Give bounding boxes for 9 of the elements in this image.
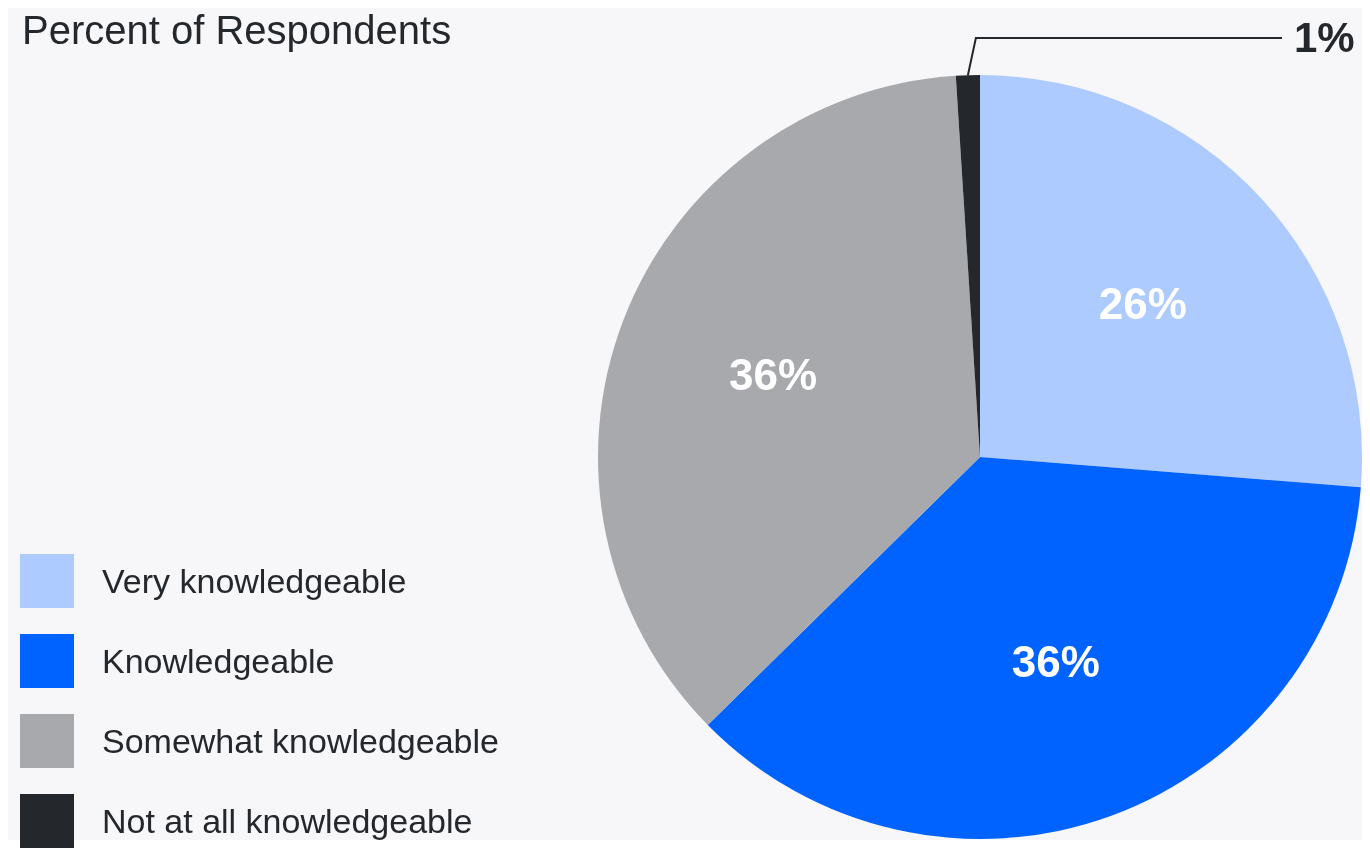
- data-label: 26%: [1098, 278, 1187, 328]
- chart-title: Percent of Respondents: [22, 8, 452, 53]
- legend-label: Not at all knowledgeable: [102, 801, 473, 841]
- legend-label: Very knowledgeable: [102, 561, 407, 601]
- data-label: 1%: [1294, 13, 1355, 61]
- legend-label: Knowledgeable: [102, 641, 335, 681]
- data-label: 36%: [1011, 637, 1100, 687]
- legend-label: Somewhat knowledgeable: [102, 721, 499, 761]
- data-label: 36%: [728, 350, 818, 400]
